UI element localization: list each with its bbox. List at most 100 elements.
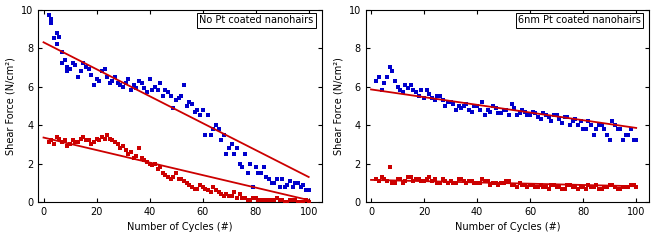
- Point: [57, 140, 67, 144]
- Point: [202, 188, 213, 192]
- Y-axis label: Shear Force (N/cm²): Shear Force (N/cm²): [5, 57, 16, 155]
- Point: [572, 123, 583, 127]
- Text: 6nm Pt coated nanohairs: 6nm Pt coated nanohairs: [518, 15, 641, 25]
- Point: [208, 127, 219, 131]
- Point: [52, 135, 62, 139]
- Point: [126, 89, 136, 92]
- Point: [469, 104, 479, 108]
- Point: [232, 146, 242, 150]
- Point: [282, 200, 293, 204]
- Point: [477, 177, 487, 181]
- Point: [181, 104, 192, 108]
- Point: [303, 200, 314, 204]
- Point: [139, 158, 149, 162]
- Point: [65, 67, 75, 71]
- Point: [552, 114, 562, 117]
- Point: [171, 98, 181, 102]
- Point: [607, 119, 618, 123]
- Point: [377, 175, 387, 179]
- Point: [557, 121, 567, 125]
- Point: [258, 198, 269, 202]
- Point: [491, 181, 501, 185]
- Point: [567, 119, 578, 123]
- Point: [49, 36, 60, 40]
- Point: [488, 181, 498, 185]
- Point: [86, 73, 96, 77]
- Point: [371, 79, 382, 83]
- Point: [583, 119, 593, 123]
- Point: [602, 185, 612, 188]
- Point: [224, 146, 234, 150]
- Point: [149, 85, 160, 89]
- Point: [512, 114, 522, 117]
- Point: [546, 119, 557, 123]
- Point: [221, 193, 232, 196]
- Point: [504, 114, 514, 117]
- Point: [75, 69, 86, 73]
- Point: [464, 108, 474, 112]
- Point: [580, 187, 591, 190]
- Point: [493, 112, 504, 115]
- Point: [377, 89, 387, 92]
- Point: [430, 177, 440, 181]
- Point: [411, 177, 421, 181]
- Point: [136, 156, 147, 160]
- Point: [285, 179, 295, 183]
- Point: [57, 62, 67, 65]
- Point: [623, 133, 633, 137]
- Point: [416, 89, 426, 92]
- Point: [451, 181, 461, 185]
- Point: [70, 64, 81, 67]
- Point: [181, 181, 192, 185]
- Point: [559, 187, 570, 190]
- Point: [81, 139, 91, 142]
- Point: [371, 177, 382, 181]
- Point: [237, 196, 248, 200]
- Point: [219, 194, 229, 198]
- Point: [491, 106, 501, 110]
- Point: [424, 92, 435, 96]
- Point: [382, 179, 392, 183]
- Point: [631, 139, 641, 142]
- Point: [174, 96, 184, 100]
- Point: [88, 83, 99, 87]
- Point: [216, 193, 227, 196]
- X-axis label: Number of Cycles (#): Number of Cycles (#): [127, 223, 233, 233]
- Point: [163, 175, 174, 179]
- Point: [615, 187, 626, 190]
- Point: [403, 175, 413, 179]
- Point: [121, 148, 131, 152]
- Point: [219, 133, 229, 137]
- Point: [448, 181, 458, 185]
- Point: [517, 108, 527, 112]
- Point: [472, 104, 482, 108]
- Point: [591, 183, 602, 187]
- Point: [458, 179, 469, 183]
- Point: [501, 179, 512, 183]
- Point: [578, 127, 588, 131]
- Point: [570, 185, 580, 188]
- Point: [52, 31, 62, 35]
- Point: [160, 89, 171, 92]
- Point: [597, 187, 607, 190]
- Point: [430, 98, 440, 102]
- Point: [131, 87, 141, 90]
- Point: [498, 108, 509, 112]
- Point: [44, 13, 54, 17]
- Point: [424, 175, 435, 179]
- Point: [47, 139, 57, 142]
- Point: [100, 137, 110, 140]
- Point: [400, 179, 411, 183]
- Point: [398, 90, 408, 94]
- Point: [480, 114, 491, 117]
- Point: [610, 123, 620, 127]
- Point: [533, 115, 543, 119]
- Point: [288, 185, 298, 188]
- Point: [224, 194, 234, 198]
- Point: [272, 177, 282, 181]
- Point: [232, 196, 242, 200]
- Point: [419, 96, 429, 100]
- Point: [94, 139, 104, 142]
- Point: [435, 181, 445, 185]
- Point: [205, 133, 215, 137]
